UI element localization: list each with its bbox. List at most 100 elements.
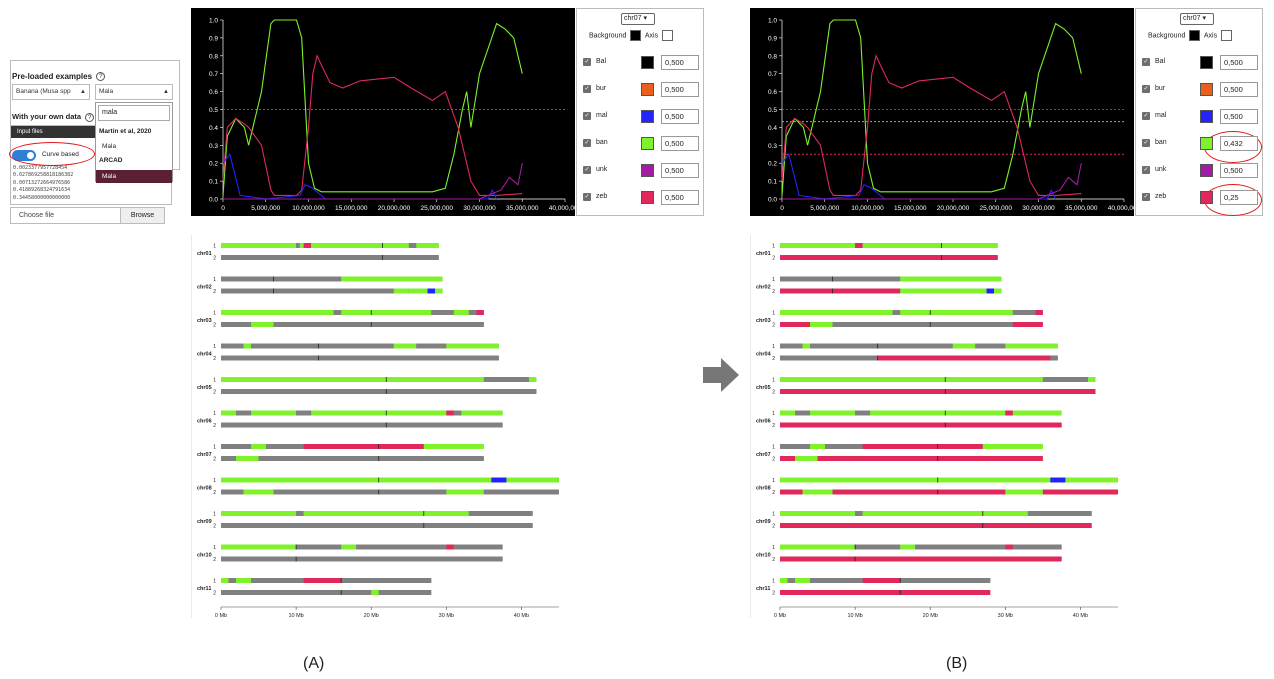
threshold-input[interactable]: 0,432 — [1220, 136, 1258, 151]
checkbox[interactable]: ✓ — [1142, 139, 1150, 147]
curve-chart-b: 0.0 0.1 0.2 0.3 0.4 0.5 0.6 0.7 0.8 0.9 1.0 0 5,000,… — [750, 8, 1134, 216]
y-tick-label: 0.2 — [209, 161, 218, 168]
checkbox[interactable]: ✓ — [583, 193, 591, 201]
dropdown-option[interactable]: Mala — [102, 143, 117, 150]
x-tick-label: 40,000,000 — [549, 205, 575, 212]
checkbox[interactable]: ✓ — [583, 112, 591, 120]
color-swatch[interactable] — [1200, 137, 1213, 150]
ancestry-segment — [862, 511, 1028, 516]
ancestry-segment — [221, 255, 439, 260]
threshold-input[interactable]: 0,500 — [1220, 82, 1258, 97]
ancestry-segment — [915, 544, 1006, 550]
chromosome-label: chr04 — [756, 352, 772, 358]
threshold-input[interactable]: 0,500 — [1220, 109, 1258, 124]
ancestry-segment — [423, 444, 484, 449]
axis-color-swatch[interactable] — [1221, 30, 1233, 41]
checkbox[interactable]: ✓ — [583, 58, 591, 66]
ancestry-name: zeb — [1155, 193, 1167, 200]
color-swatch[interactable] — [641, 110, 654, 123]
haplotype-label: 2 — [213, 289, 216, 295]
ancestry-segment — [986, 288, 995, 294]
background-color-swatch[interactable] — [1189, 30, 1201, 41]
threshold-input[interactable]: 0,500 — [1220, 163, 1258, 178]
chromosome-select[interactable]: chr07 ▾ — [621, 13, 655, 25]
ancestry-row-Bal: ✓ Bal 0,500 — [1142, 55, 1262, 71]
threshold-input[interactable]: 0,500 — [661, 55, 699, 70]
ancestry-segment — [1005, 410, 1013, 416]
browse-button[interactable]: Browse — [120, 208, 164, 223]
haplotype-label: 1 — [213, 344, 216, 350]
haplotype-label: 2 — [213, 524, 216, 530]
haplotype-label: 1 — [213, 445, 216, 451]
checkbox[interactable]: ✓ — [1142, 193, 1150, 201]
threshold-input[interactable]: 0,25 — [1220, 190, 1258, 205]
series-line — [222, 19, 523, 196]
curve-chart-a: 0.0 0.1 0.2 0.3 0.4 0.5 0.6 0.7 0.8 0.9 1.0 0 5,000,… — [191, 8, 575, 216]
ancestry-segment — [221, 410, 237, 416]
color-swatch[interactable] — [1200, 56, 1213, 69]
series-line — [222, 153, 498, 200]
threshold-input[interactable]: 0,500 — [1220, 55, 1258, 70]
file-input[interactable]: Choose file Browse — [10, 207, 165, 224]
color-swatch[interactable] — [641, 137, 654, 150]
own-data-title: With your own data ? — [12, 112, 95, 122]
ancestry-segment — [221, 322, 252, 327]
threshold-input[interactable]: 0,500 — [661, 109, 699, 124]
haplotype-label: 2 — [213, 423, 216, 429]
threshold-input[interactable]: 0,500 — [661, 136, 699, 151]
help-icon[interactable]: ? — [96, 72, 106, 82]
haplotype-label: 1 — [213, 244, 216, 250]
ancestry-segment — [780, 243, 856, 248]
help-icon[interactable]: ? — [85, 112, 95, 122]
checkbox[interactable]: ✓ — [1142, 112, 1150, 120]
accession-dropdown[interactable]: mala Martin et al, 2020 Mala ARCAD Mala — [95, 102, 173, 183]
ancestry-segment — [251, 410, 297, 416]
ancestry-segment — [341, 310, 432, 315]
checkbox[interactable]: ✓ — [1142, 166, 1150, 174]
ancestry-segment — [431, 310, 454, 315]
checkbox[interactable]: ✓ — [1142, 58, 1150, 66]
ancestry-name: Bal — [596, 58, 607, 65]
ancestry-segment — [453, 410, 462, 416]
ancestry-segment — [1087, 377, 1096, 382]
color-swatch[interactable] — [641, 56, 654, 69]
x-tick-label: 25,000,000 — [979, 205, 1012, 212]
haplotype-label: 2 — [772, 289, 775, 295]
checkbox[interactable]: ✓ — [1142, 85, 1150, 93]
ancestry-segment — [982, 444, 1043, 449]
color-swatch[interactable] — [641, 83, 654, 96]
axis-color-swatch[interactable] — [662, 30, 674, 41]
y-tick-label: 0.5 — [209, 107, 218, 114]
color-swatch[interactable] — [1200, 110, 1213, 123]
checkbox[interactable]: ✓ — [583, 139, 591, 147]
accession-select[interactable]: Mala ▲ — [95, 84, 173, 100]
checkbox[interactable]: ✓ — [583, 166, 591, 174]
chromosome-select[interactable]: chr07 ▾ — [1180, 13, 1214, 25]
color-swatch[interactable] — [1200, 164, 1213, 177]
ancestry-segment — [408, 288, 428, 294]
color-swatch[interactable] — [1200, 191, 1213, 204]
color-swatch[interactable] — [641, 164, 654, 177]
ancestry-segment — [862, 578, 901, 583]
threshold-input[interactable]: 0,500 — [661, 163, 699, 178]
ancestry-segment — [243, 489, 274, 495]
color-swatch[interactable] — [1200, 83, 1213, 96]
dropdown-option-selected[interactable]: Mala — [96, 170, 172, 183]
ancestry-segment — [446, 489, 484, 495]
ancestry-segment — [371, 590, 379, 595]
data-line: 0.41889268324791634 — [13, 187, 71, 194]
x-tick-label: 25,000,000 — [420, 205, 453, 212]
color-swatch[interactable] — [641, 191, 654, 204]
ancestry-segment — [1035, 310, 1043, 315]
haplotype-label: 2 — [213, 490, 216, 496]
ancestry-segment — [341, 544, 357, 550]
dropdown-search-input[interactable]: mala — [98, 105, 170, 121]
checkbox[interactable]: ✓ — [583, 85, 591, 93]
file-placeholder: Choose file — [19, 212, 55, 219]
species-select[interactable]: Banana (Musa spp ▲ — [12, 84, 90, 100]
threshold-input[interactable]: 0,500 — [661, 190, 699, 205]
haplotype-label: 1 — [213, 277, 216, 283]
ancestry-segment — [802, 489, 833, 495]
threshold-input[interactable]: 0,500 — [661, 82, 699, 97]
background-color-swatch[interactable] — [630, 30, 642, 41]
